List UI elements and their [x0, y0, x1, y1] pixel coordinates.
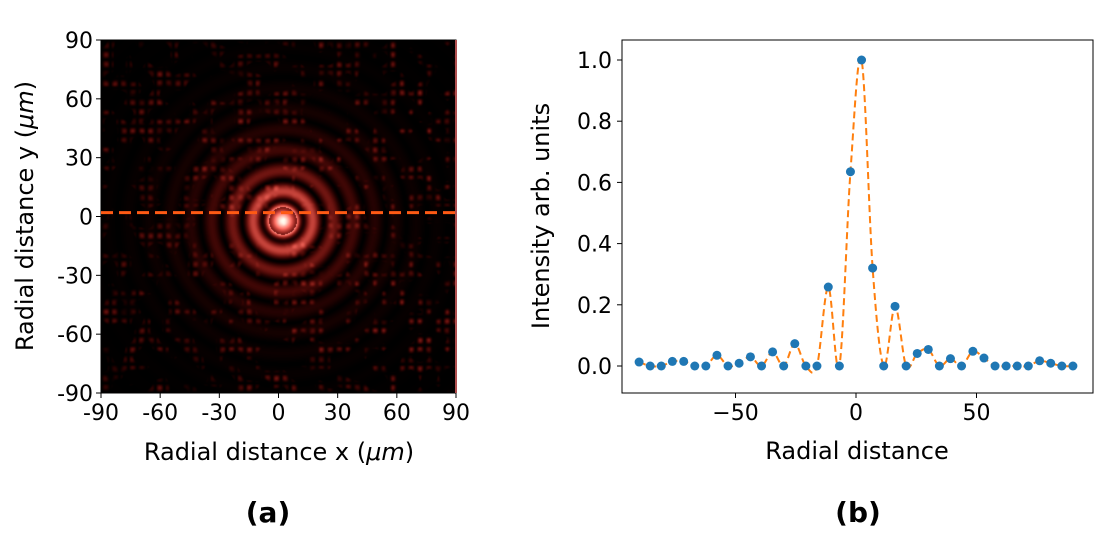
x-tick-label-b: −50	[712, 401, 758, 426]
y-tick-label-a: 60	[65, 88, 93, 113]
x-tick-label-a: 0	[272, 401, 286, 426]
data-point	[901, 361, 911, 371]
caption-a: (a)	[246, 496, 291, 529]
y-tick-label-b: 0.4	[577, 233, 612, 258]
data-point	[667, 356, 677, 366]
y-tick-label-b: 0.2	[577, 294, 612, 319]
data-point	[712, 350, 722, 360]
x-tick-label-a: 30	[324, 401, 352, 426]
data-point	[723, 361, 733, 371]
data-point	[968, 346, 978, 356]
data-point	[812, 361, 822, 371]
data-point	[768, 347, 778, 357]
data-point	[890, 301, 900, 311]
x-tick-label-a: 90	[442, 401, 470, 426]
x-tick-label-a: -90	[83, 401, 119, 426]
y-tick-label-a: -60	[57, 323, 93, 348]
data-point	[1068, 361, 1078, 371]
x-tick-label-b: 0	[849, 401, 863, 426]
data-point	[1035, 356, 1045, 366]
data-point	[879, 361, 889, 371]
intensity-heatmap	[101, 40, 456, 393]
data-point	[979, 353, 989, 363]
data-point	[957, 361, 967, 371]
data-point	[656, 361, 666, 371]
data-point	[857, 55, 867, 65]
data-point	[823, 282, 833, 292]
y-axis-label-a: Radial distance y (μm)	[11, 81, 39, 351]
data-point	[701, 361, 711, 371]
y-tick-label-a: 30	[65, 147, 93, 172]
panel-a: -90 -60 -30 0 30 60 90 -90 -60 -30 0 30 60 90 Radial…	[11, 29, 470, 529]
y-tick-label-b: 0.6	[577, 171, 612, 196]
data-point	[734, 358, 744, 368]
data-point	[868, 263, 878, 273]
x-tick-label-a: -30	[201, 401, 237, 426]
x-axis-label-a: Radial distance x (μm)	[144, 438, 414, 466]
data-point	[1012, 361, 1022, 371]
data-point	[757, 361, 767, 371]
data-point	[779, 361, 789, 371]
data-point	[1001, 361, 1011, 371]
x-axis-label-b: Radial distance	[765, 437, 948, 465]
x-tick-label-b: 50	[963, 401, 991, 426]
axes-frame-b	[621, 39, 1094, 394]
data-point	[1046, 358, 1056, 368]
data-point	[1057, 361, 1067, 371]
data-point	[690, 361, 700, 371]
data-point	[645, 361, 655, 371]
heatmap-edge	[455, 40, 457, 393]
x-tick-label-a: -60	[142, 401, 178, 426]
data-point	[945, 354, 955, 364]
y-tick-label-a: 90	[65, 29, 93, 54]
y-tick-label-b: 0.0	[577, 355, 612, 380]
data-point	[845, 167, 855, 177]
data-point	[990, 361, 1000, 371]
data-point	[679, 356, 689, 366]
caption-b: (b)	[835, 496, 881, 529]
y-tick-label-b: 1.0	[577, 49, 612, 74]
data-point	[790, 339, 800, 349]
axes-frame-a	[100, 39, 457, 394]
data-point	[1023, 361, 1033, 371]
panel-b: −50 0 50 0.0 0.2 0.4 0.6 0.8 1.0 Radial distanc…	[527, 39, 1094, 529]
y-tick-label-a: -30	[57, 264, 93, 289]
fit-curve	[638, 56, 1073, 374]
y-tick-label-b: 0.8	[577, 110, 612, 135]
data-point	[801, 361, 811, 371]
y-tick-label-a: 0	[79, 206, 93, 231]
x-tick-label-a: 60	[383, 401, 411, 426]
data-point	[912, 348, 922, 358]
y-axis-label-b: Intensity arb. units	[527, 103, 555, 329]
data-point	[634, 357, 644, 367]
data-point	[934, 361, 944, 371]
data-point	[834, 361, 844, 371]
y-tick-label-a: -90	[57, 382, 93, 407]
data-point	[923, 344, 933, 354]
data-point	[745, 352, 755, 362]
